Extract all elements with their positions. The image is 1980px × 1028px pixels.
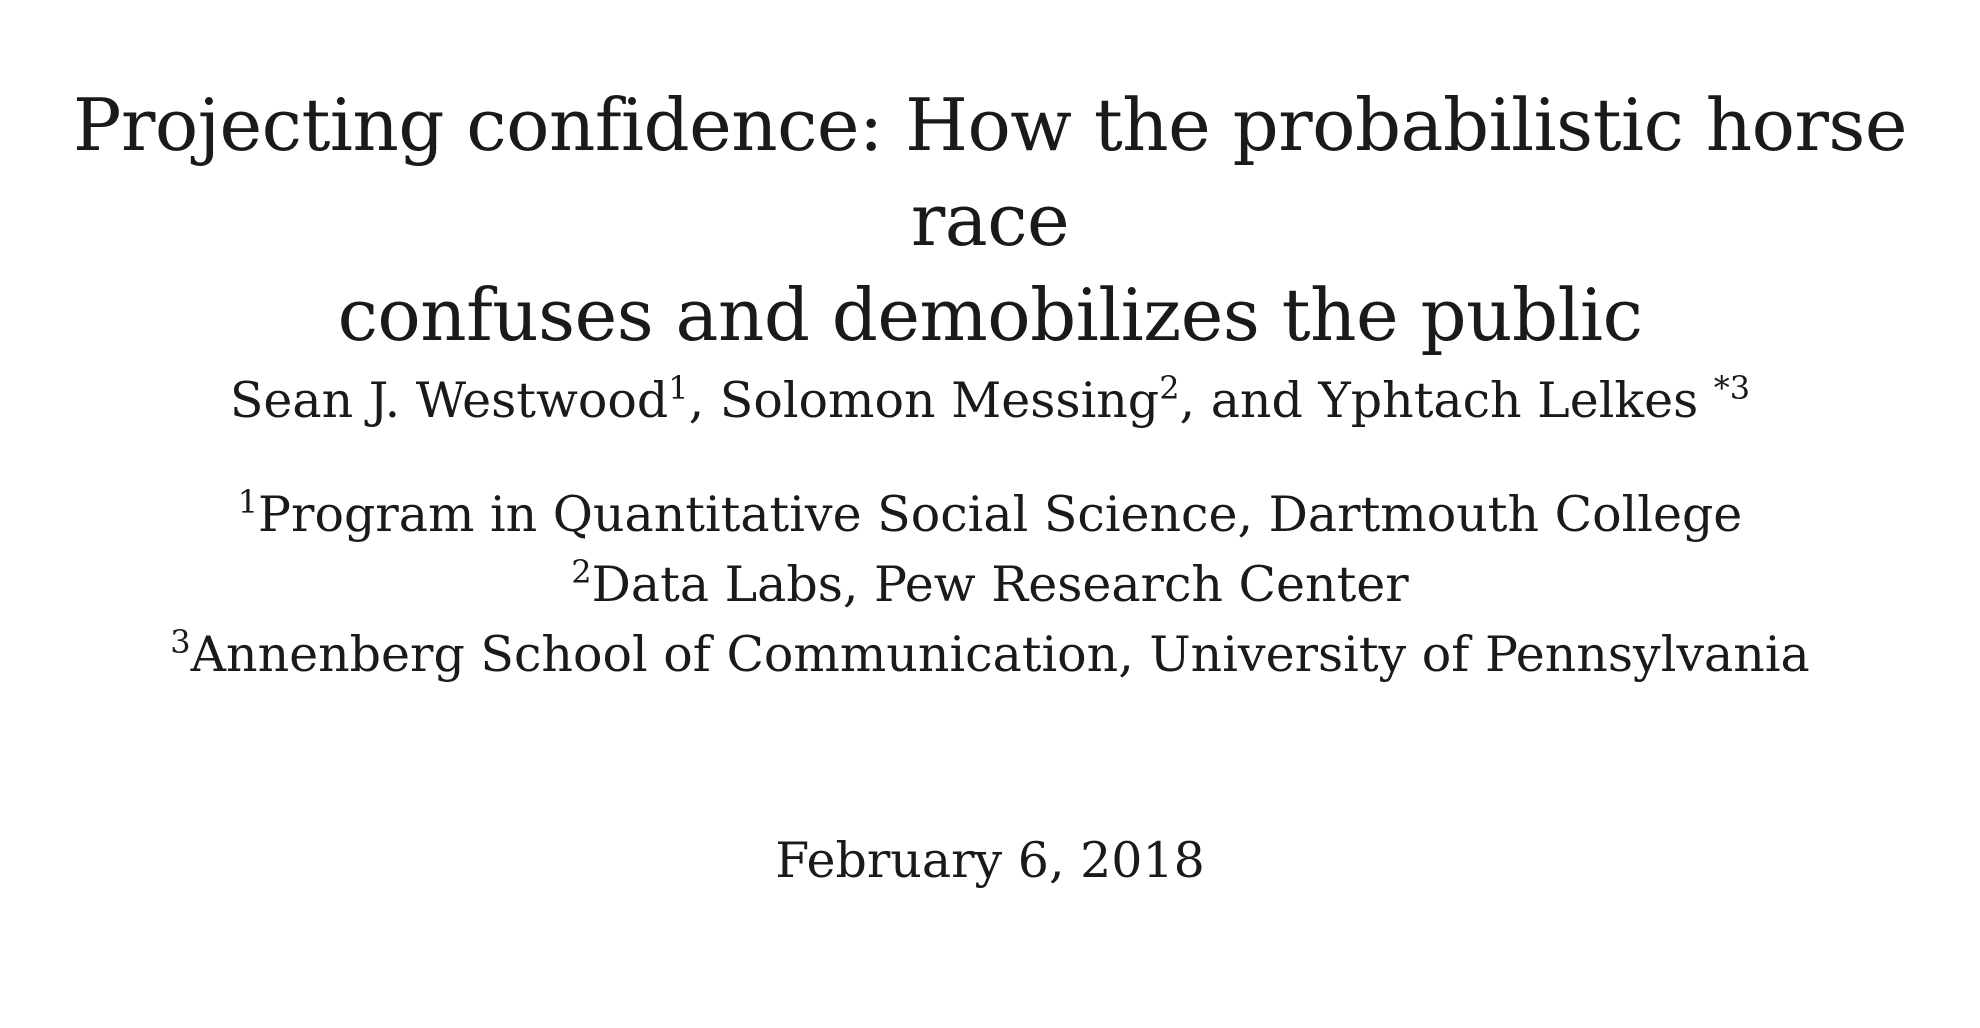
author-list: Sean J. Westwood1, Solomon Messing2, and… xyxy=(0,366,1980,436)
author-affiliation-marker: *3 xyxy=(1713,369,1751,407)
author-name: Yphtach Lelkes xyxy=(1318,372,1714,429)
affiliation-marker: 3 xyxy=(170,623,191,661)
affiliation-list: 1Program in Quantitative Social Science,… xyxy=(0,480,1980,690)
affiliation-marker: 1 xyxy=(237,483,259,521)
title-line-1: Projecting confidence: How the probabili… xyxy=(73,83,1907,262)
affiliation-text: Program in Quantitative Social Science, … xyxy=(258,486,1743,543)
author-name: Sean J. Westwood xyxy=(229,372,669,429)
affiliation-text: Annenberg School of Communication, Unive… xyxy=(190,626,1810,683)
paper-date: February 6, 2018 xyxy=(775,832,1205,889)
author-separator: , and xyxy=(1179,372,1319,429)
affiliation-item: 2Data Labs, Pew Research Center xyxy=(0,550,1980,620)
author-separator: , xyxy=(688,372,720,429)
affiliation-text: Data Labs, Pew Research Center xyxy=(591,556,1409,613)
affiliation-item: 1Program in Quantitative Social Science,… xyxy=(0,480,1980,550)
paper-title: Projecting confidence: How the probabili… xyxy=(0,78,1980,363)
author-affiliation-marker: 2 xyxy=(1159,369,1180,407)
affiliation-item: 3Annenberg School of Communication, Univ… xyxy=(0,620,1980,690)
affiliation-marker: 2 xyxy=(571,553,592,591)
author-name: Solomon Messing xyxy=(719,372,1160,429)
title-line-2: confuses and demobilizes the public xyxy=(337,273,1643,357)
author-affiliation-marker: 1 xyxy=(668,369,689,407)
